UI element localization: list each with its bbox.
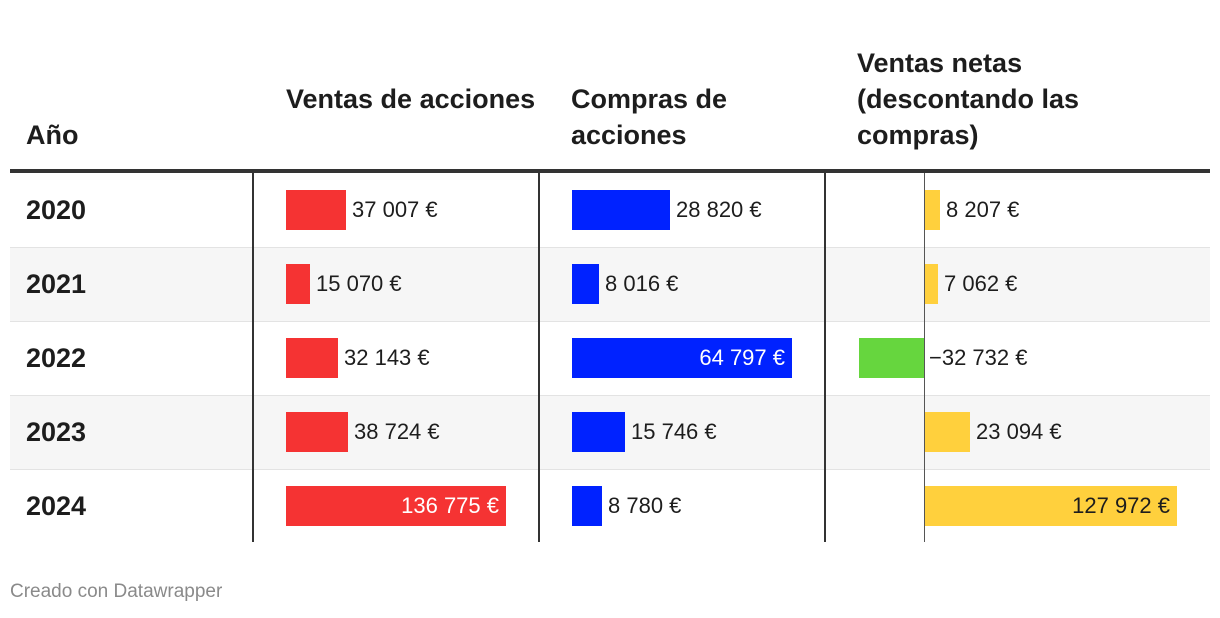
sales-bar: [286, 338, 338, 378]
sales-bar: [286, 190, 346, 230]
net-sales-bar-negative: [859, 338, 924, 378]
sales-bar: [286, 486, 506, 526]
header-sales: Ventas de acciones: [286, 84, 536, 114]
table-row: 2022 32 143 € 64 797 € −32 732 €: [10, 321, 1210, 395]
purchases-value: 15 746 €: [631, 419, 717, 444]
sales-bar: [286, 412, 348, 452]
header-year: Año: [26, 120, 79, 150]
header-divider: [10, 169, 1210, 173]
column-divider-sales: [252, 173, 254, 542]
purchases-bar: [572, 190, 670, 230]
year-cell: 2021: [26, 269, 87, 299]
table-row: 2021 15 070 € 8 016 € 7 062 €: [10, 247, 1210, 321]
purchases-bar: [572, 264, 599, 304]
net-sales-value: 8 207 €: [946, 197, 1020, 222]
net-sales-value: 127 972 €: [1072, 493, 1170, 518]
purchases-value: 28 820 €: [676, 197, 762, 222]
net-sales-bar: [924, 412, 970, 452]
table-row: 2020 37 007 € 28 820 € 8 207 €: [10, 173, 1210, 247]
net-sales-value: −32 732 €: [929, 345, 1028, 370]
row-separator: [10, 395, 1210, 396]
sales-value: 37 007 €: [352, 197, 438, 222]
row-separator: [10, 321, 1210, 322]
column-divider-net: [824, 173, 826, 542]
purchases-value: 8 016 €: [605, 271, 679, 296]
row-separator: [10, 469, 1210, 470]
header-purchases: Compras de acciones: [571, 84, 728, 150]
sales-value: 32 143 €: [344, 345, 430, 370]
sales-value: 38 724 €: [354, 419, 440, 444]
year-cell: 2022: [26, 343, 87, 373]
purchases-bar: [572, 412, 625, 452]
net-sales-value: 23 094 €: [976, 419, 1062, 444]
row-separator: [10, 247, 1210, 248]
net-zero-axis: [924, 173, 925, 542]
year-cell: 2023: [26, 417, 87, 447]
net-sales-bar: [924, 190, 940, 230]
net-sales-value: 7 062 €: [944, 271, 1018, 296]
sales-value: 15 070 €: [316, 271, 402, 296]
sales-value: 136 775 €: [401, 493, 499, 518]
table-row: 2023 38 724 € 15 746 € 23 094 €: [10, 395, 1210, 469]
net-sales-bar: [924, 486, 1177, 526]
purchases-bar: [572, 338, 792, 378]
year-cell: 2020: [26, 195, 87, 225]
purchases-bar: [572, 486, 602, 526]
column-divider-purchases: [538, 173, 540, 542]
purchases-value: 64 797 €: [699, 345, 785, 370]
credit-footer[interactable]: Creado con Datawrapper: [10, 581, 223, 602]
table-row: 2024 136 775 € 8 780 € 127 972 €: [10, 469, 1210, 543]
year-cell: 2024: [26, 491, 87, 521]
purchases-value: 8 780 €: [608, 493, 682, 518]
net-sales-bar: [924, 264, 938, 304]
header-net-sales: Ventas netas (descontando las compras): [857, 48, 1080, 150]
sales-bar: [286, 264, 310, 304]
